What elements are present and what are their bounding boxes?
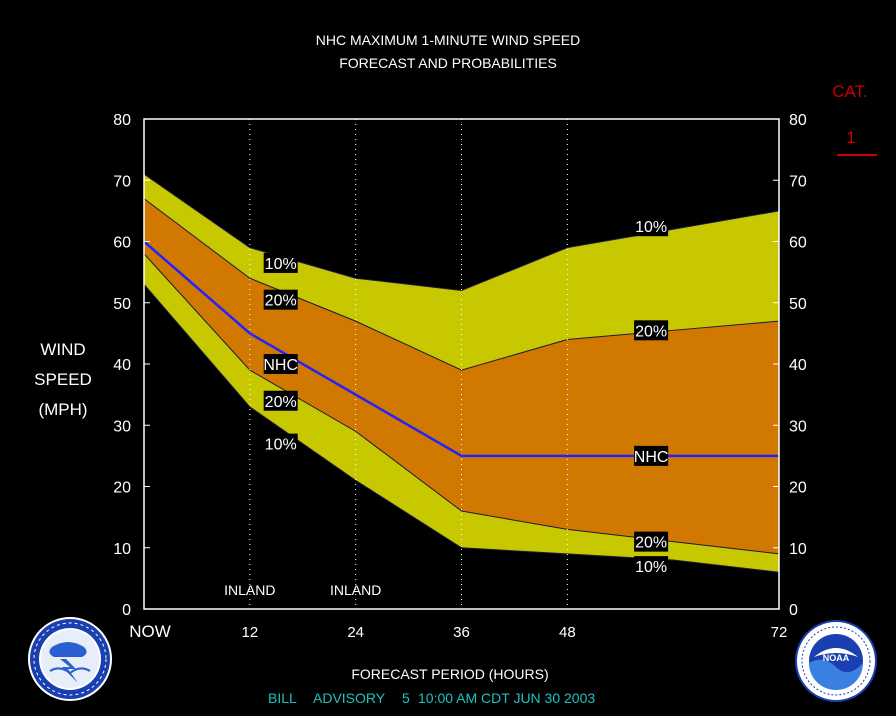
category-value: 1 [846, 128, 855, 147]
y-tick-label-right: 60 [789, 235, 807, 252]
y-tick-label-right: 30 [789, 418, 807, 435]
series-label: 10% [265, 256, 297, 273]
series-label: 10% [265, 437, 297, 454]
chart-title-line1: NHC MAXIMUM 1-MINUTE WIND SPEED [316, 32, 580, 48]
y-axis-label-line3: (MPH) [38, 400, 87, 419]
x-tick-label: NOW [129, 622, 171, 641]
x-tick-label: 36 [453, 624, 470, 641]
band-boundary-line [143, 173, 780, 292]
y-tick-label-right: 40 [789, 357, 807, 374]
y-tick-label-right: 50 [789, 296, 807, 313]
category-underline [837, 154, 877, 156]
series-label-bg [634, 216, 669, 237]
series-label: 10% [635, 219, 667, 236]
footer-time: 10:00 AM CDT JUN 30 2003 [418, 690, 595, 706]
series-label-bg [634, 445, 669, 466]
y-tick-label-left: 10 [113, 541, 131, 558]
grid-lines [249, 119, 568, 609]
series-label-bg [263, 390, 298, 411]
y-axis-label-line2: SPEED [34, 370, 92, 389]
probability-bands [144, 174, 779, 573]
footer-storm: BILL [268, 690, 297, 706]
y-tick-label-left: 50 [113, 296, 131, 313]
series-label-bg [634, 531, 669, 552]
series-label: NHC [634, 449, 669, 466]
inner-band-20pct [144, 198, 779, 554]
header: NHC MAXIMUM 1-MINUTE WIND SPEED FORECAST… [316, 32, 580, 71]
series-label: 20% [265, 293, 297, 310]
svg-text:NOAA: NOAA [823, 653, 850, 663]
inland-annotation: INLAND [224, 582, 275, 598]
series-label: 20% [265, 394, 297, 411]
series-label-bg [634, 320, 669, 341]
nhc-series-line [143, 240, 779, 458]
y-tick-label-right: 80 [789, 112, 807, 129]
nhc-forecast-line [143, 240, 779, 458]
y-tick-label-left: 20 [113, 480, 131, 497]
series-label: 20% [635, 535, 667, 552]
x-tick-label: 12 [241, 624, 258, 641]
chart-title-line2: FORECAST AND PROBABILITIES [339, 55, 557, 71]
category-indicator: CAT. 1 [832, 82, 877, 156]
series-label: NHC [263, 357, 298, 374]
y-tick-label-left: 40 [113, 357, 131, 374]
x-axis-label: FORECAST PERIOD (HOURS) [351, 666, 548, 682]
series-label: 20% [635, 323, 667, 340]
inland-annotation: INLAND [330, 582, 381, 598]
chart-annotations: INLAND INLAND [224, 582, 381, 598]
footer-advisory-number: 5 [402, 690, 410, 706]
y-tick-label-left: 30 [113, 418, 131, 435]
y-tick-label-right: 0 [789, 602, 798, 619]
y-tick-label-right: 10 [789, 541, 807, 558]
y-axis-label-line1: WIND [40, 340, 85, 359]
y-tick-label-left: 60 [113, 235, 131, 252]
x-tick-label: 72 [771, 624, 788, 641]
x-tick-label: 48 [559, 624, 576, 641]
noaa-logo: NOAA [795, 620, 877, 702]
x-tick-label: 24 [347, 624, 364, 641]
band-boundaries [143, 173, 780, 573]
category-label: CAT. [832, 82, 868, 101]
nws-logo [28, 617, 112, 701]
series-label-bg [263, 354, 298, 374]
series-label-bg [263, 252, 298, 273]
band-boundary-line [143, 284, 780, 573]
y-tick-label-left: 70 [113, 173, 131, 190]
series-label-bg [263, 289, 298, 310]
series-label-bg [634, 556, 669, 577]
y-tick-label-right: 20 [789, 480, 807, 497]
series-label-bg [263, 433, 298, 454]
y-axis-ticks: 0 0 10 10 20 20 30 30 40 40 50 50 60 60 70 70 80 80 [113, 112, 807, 619]
x-axis-ticks: NOW 12 24 36 48 72 [129, 622, 787, 641]
y-tick-label-right: 70 [789, 173, 807, 190]
y-tick-label-left: 80 [113, 112, 131, 129]
y-axis-label: WIND SPEED (MPH) [34, 340, 92, 419]
band-boundary-line [143, 198, 780, 371]
series-labels: 10% 20% NHC 20% 10% 10% 20% NHC 20% 10% [263, 216, 669, 577]
footer-advisory: ADVISORY [313, 690, 386, 706]
y-tick-label-left: 0 [122, 602, 131, 619]
footer: BILL ADVISORY 5 10:00 AM CDT JUN 30 2003 [268, 690, 595, 706]
band-boundary-line [143, 253, 780, 555]
series-label: 10% [635, 559, 667, 576]
